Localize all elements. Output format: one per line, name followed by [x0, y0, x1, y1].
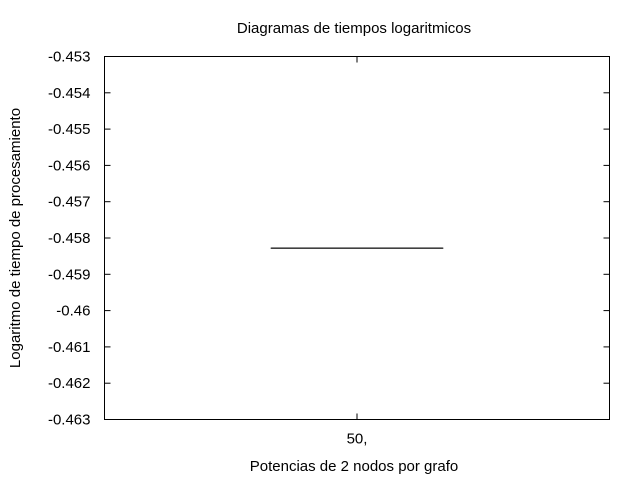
y-tick-label: -0.454 — [48, 85, 91, 102]
y-tick-label: -0.458 — [48, 230, 91, 247]
x-axis-title: Potencias de 2 nodos por grafo — [250, 458, 458, 475]
y-axis-title: Logaritmo de tiempo de procesamiento — [7, 108, 24, 368]
y-tick-label: -0.453 — [48, 49, 91, 66]
y-tick-label: -0.455 — [48, 121, 91, 138]
y-tick-label: -0.461 — [48, 339, 91, 356]
chart-title: Diagramas de tiempos logaritmicos — [237, 20, 471, 37]
y-tick-label: -0.46 — [56, 303, 90, 320]
y-tick-label: -0.456 — [48, 157, 91, 174]
y-axis: -0.453 -0.454 -0.455 -0.456 -0.457 -0.458 -0.4… — [48, 49, 610, 429]
x-axis: 50, — [347, 56, 368, 448]
y-tick-label: -0.463 — [48, 412, 91, 429]
y-tick-label: -0.462 — [48, 375, 91, 392]
y-tick-label: -0.457 — [48, 194, 91, 211]
y-tick-label: -0.459 — [48, 266, 91, 283]
x-tick-label: 50, — [347, 431, 368, 448]
